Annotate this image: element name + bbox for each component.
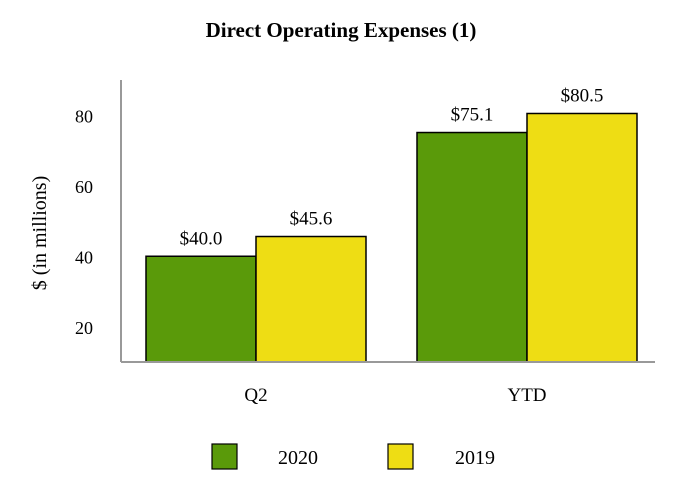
x-tick-label: Q2 [244, 385, 267, 406]
y-axis: 20 40 60 80 $ (in millions) [29, 80, 122, 362]
legend-label: 2020 [278, 447, 318, 469]
bar [255, 235, 367, 363]
legend-swatch [211, 443, 238, 470]
legend: 2020 2019 [211, 443, 495, 470]
bar [416, 131, 528, 363]
data-label: $75.1 [451, 105, 494, 126]
x-axis: Q2 YTD [121, 361, 655, 406]
legend-label: 2019 [455, 447, 495, 469]
y-tick-label: 80 [75, 106, 93, 126]
data-label: $45.6 [290, 209, 333, 230]
y-tick-label: 40 [75, 247, 93, 267]
data-labels: $40.0 $45.6 $75.1 $80.5 [180, 85, 604, 249]
legend-swatch [387, 443, 414, 470]
bar [526, 112, 638, 363]
data-label: $80.5 [561, 85, 604, 106]
data-label: $40.0 [180, 228, 223, 249]
y-tick-label: 60 [75, 177, 93, 197]
y-axis-title: $ (in millions) [29, 176, 51, 290]
chart-title: Direct Operating Expenses (1) [205, 18, 477, 42]
bar [145, 255, 257, 363]
x-tick-label: YTD [507, 385, 546, 406]
y-tick-label: 20 [75, 318, 93, 338]
